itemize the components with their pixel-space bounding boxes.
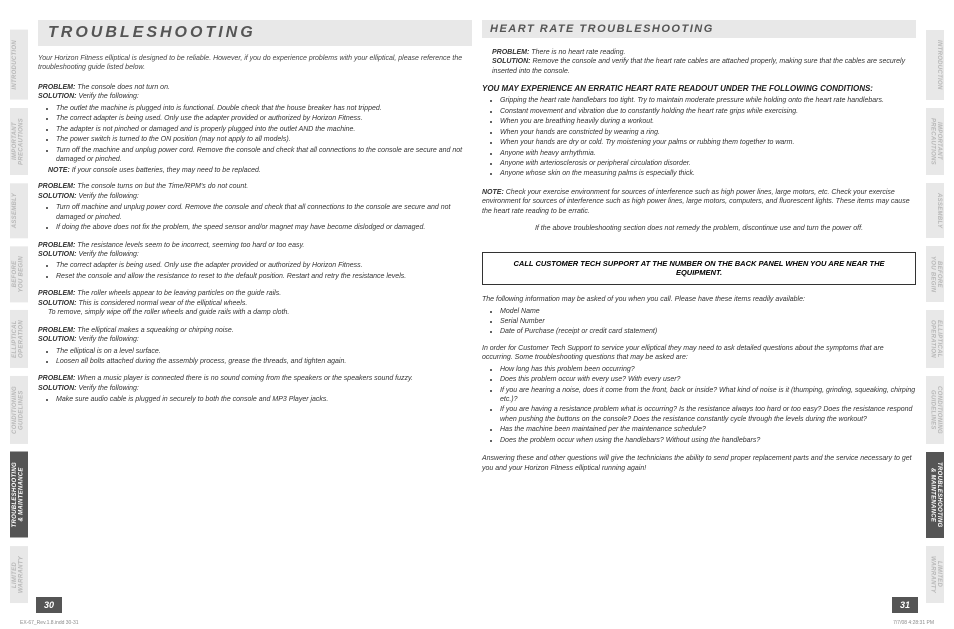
list-item: Anyone with heavy arrhythmia. — [500, 149, 916, 158]
left-page: TROUBLESHOOTING Your Horizon Fitness ell… — [38, 20, 472, 609]
conditions-block: YOU MAY EXPERIENCE AN ERRATIC HEART RATE… — [482, 84, 916, 180]
list-item: Serial Number — [500, 317, 916, 326]
nav-tab: LIMITED WARRANTY — [926, 546, 944, 603]
nav-tab: BEFORE YOU BEGIN — [10, 246, 28, 302]
title-bar: TROUBLESHOOTING — [38, 20, 472, 46]
nav-tab: ASSEMBLY — [926, 183, 944, 238]
info-list: Model NameSerial NumberDate of Purchase … — [482, 307, 916, 338]
nav-tab: TROUBLESHOOTING & MAINTENANCE — [10, 452, 28, 538]
page-number-left: 30 — [36, 597, 62, 613]
troubleshoot-item: PROBLEM: When a music player is connecte… — [38, 374, 472, 404]
nav-tab: ELLIPTICAL OPERATION — [926, 310, 944, 368]
nav-tab: INTRODUCTION — [10, 30, 28, 100]
list-item: When your hands are constricted by weari… — [500, 128, 916, 137]
right-tabs: INTRODUCTION IMPORTANT PRECAUTIONS ASSEMBL… — [926, 30, 944, 603]
list-item: If you are having a resistance problem w… — [500, 405, 916, 424]
list-item: Model Name — [500, 307, 916, 316]
troubleshoot-item: PROBLEM: The console turns on but the Ti… — [38, 182, 472, 232]
list-item: When your hands are dry or cold. Try moi… — [500, 138, 916, 147]
nav-tab: CONDITIONING GUIDELINES — [10, 376, 28, 444]
section-heading: HEART RATE TROUBLESHOOTING — [490, 23, 908, 35]
left-tabs: INTRODUCTION IMPORTANT PRECAUTIONS ASSEMBL… — [10, 30, 28, 603]
troubleshoot-item: PROBLEM: The console does not turn on.SO… — [38, 83, 472, 175]
list-item: Does this problem occur with every use? … — [500, 375, 916, 384]
callout-box: CALL CUSTOMER TECH SUPPORT AT THE NUMBER… — [482, 252, 916, 286]
nav-tab: IMPORTANT PRECAUTIONS — [926, 108, 944, 175]
conditions-list: Gripping the heart rate handlebars too t… — [482, 96, 916, 179]
list-item: Has the machine been maintained per the … — [500, 425, 916, 434]
hr-block: PROBLEM: There is no heart rate reading.… — [482, 48, 916, 76]
list-item: Gripping the heart rate handlebars too t… — [500, 96, 916, 105]
conditions-heading: YOU MAY EXPERIENCE AN ERRATIC HEART RATE… — [482, 84, 916, 93]
nav-tab: ELLIPTICAL OPERATION — [10, 310, 28, 368]
footer-right: 7/7/08 4:28:31 PM — [893, 620, 934, 626]
list-item: Anyone with arteriosclerosis or peripher… — [500, 159, 916, 168]
footer-left: EX-67_Rev.1.8.indd 30-31 — [20, 620, 79, 626]
troubleshoot-item: PROBLEM: The roller wheels appear to be … — [38, 289, 472, 317]
closing-text: Answering these and other questions will… — [482, 454, 916, 473]
list-item: Date of Purchase (receipt or credit card… — [500, 327, 916, 336]
nav-tab: INTRODUCTION — [926, 30, 944, 100]
intro-text: Your Horizon Fitness elliptical is desig… — [38, 54, 472, 73]
note-block: NOTE: Check your exercise environment fo… — [482, 188, 916, 216]
discontinue-note: If the above troubleshooting section doe… — [482, 224, 916, 233]
nav-tab: IMPORTANT PRECAUTIONS — [10, 108, 28, 175]
questions-intro: In order for Customer Tech Support to se… — [482, 344, 916, 363]
nav-tab: ASSEMBLY — [10, 183, 28, 238]
list-item: Anyone whose skin on the measuring palms… — [500, 169, 916, 178]
nav-tab: BEFORE YOU BEGIN — [926, 246, 944, 302]
list-item: When you are breathing heavily during a … — [500, 117, 916, 126]
list-item: If you are hearing a noise, does it come… — [500, 386, 916, 405]
subtitle-bar: HEART RATE TROUBLESHOOTING — [482, 20, 916, 38]
list-item: How long has this problem been occurring… — [500, 365, 916, 374]
troubleshoot-item: PROBLEM: The elliptical makes a squeakin… — [38, 326, 472, 367]
page-title: TROUBLESHOOTING — [48, 24, 462, 42]
list-item: Does the problem occur when using the ha… — [500, 436, 916, 445]
nav-tab: TROUBLESHOOTING & MAINTENANCE — [926, 452, 944, 538]
questions-list: How long has this problem been occurring… — [482, 365, 916, 447]
page-number-right: 31 — [892, 597, 918, 613]
list-item: Constant movement and vibration due to c… — [500, 107, 916, 116]
info-intro: The following information may be asked o… — [482, 295, 916, 304]
troubleshoot-item: PROBLEM: The resistance levels seem to b… — [38, 241, 472, 282]
nav-tab: CONDITIONING GUIDELINES — [926, 376, 944, 444]
right-page: HEART RATE TROUBLESHOOTING PROBLEM: Ther… — [482, 20, 916, 609]
nav-tab: LIMITED WARRANTY — [10, 546, 28, 603]
